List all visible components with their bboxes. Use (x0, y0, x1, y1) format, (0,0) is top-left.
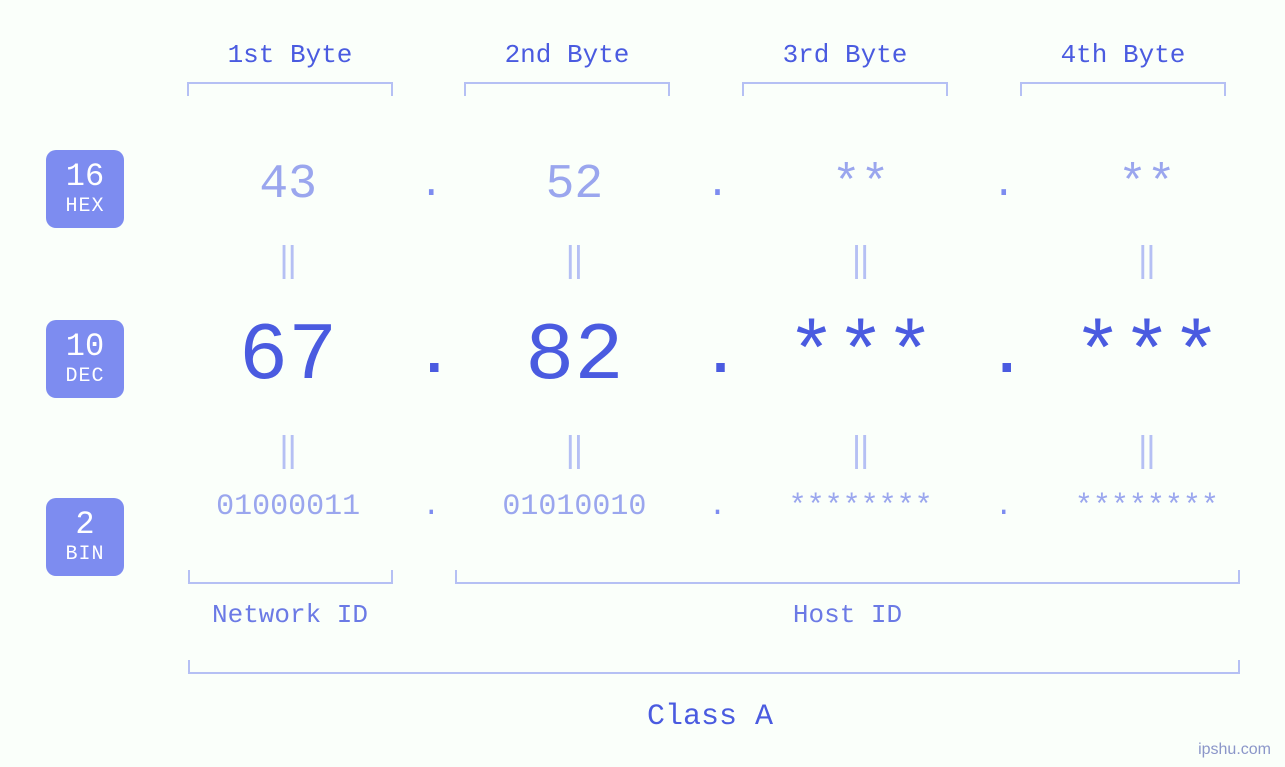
dec-byte-2: 82 (446, 310, 702, 403)
byte-label-4: 4th Byte (1008, 40, 1238, 70)
equals-row-1: ‖ ‖ ‖ ‖ (160, 240, 1275, 282)
byte-label-2: 2nd Byte (452, 40, 682, 70)
bin-byte-4: ******** (1019, 490, 1275, 524)
badge-bin-num: 2 (75, 509, 94, 541)
bin-byte-2: 01010010 (446, 490, 702, 524)
badge-dec: 10 DEC (46, 320, 124, 398)
dot-icon: . (703, 163, 733, 208)
byte-label-1: 1st Byte (175, 40, 405, 70)
badge-bin-lbl: BIN (65, 545, 104, 565)
dot-icon: . (416, 163, 446, 208)
hex-byte-2: 52 (446, 158, 702, 212)
badge-dec-lbl: DEC (65, 367, 104, 387)
top-bracket-2 (464, 82, 670, 96)
class-bracket (188, 660, 1240, 674)
equals-icon: ‖ (1019, 430, 1275, 472)
network-id-label: Network ID (175, 600, 405, 630)
badge-dec-num: 10 (66, 331, 104, 363)
class-label: Class A (175, 700, 1245, 734)
dec-byte-3: *** (733, 310, 989, 403)
equals-icon: ‖ (1019, 240, 1275, 282)
top-bracket-1 (187, 82, 393, 96)
badge-hex: 16 HEX (46, 150, 124, 228)
equals-icon: ‖ (160, 240, 416, 282)
byte-label-3: 3rd Byte (730, 40, 960, 70)
equals-icon: ‖ (733, 240, 989, 282)
bin-row: 01000011 . 01010010 . ******** . *******… (160, 490, 1275, 524)
dot-icon: . (989, 490, 1019, 524)
hex-byte-3: ** (733, 158, 989, 212)
badge-hex-lbl: HEX (65, 197, 104, 217)
dot-icon: . (416, 490, 446, 524)
watermark: ipshu.com (1198, 741, 1271, 759)
bin-byte-1: 01000011 (160, 490, 416, 524)
top-bracket-4 (1020, 82, 1226, 96)
dot-icon: . (703, 323, 733, 391)
dot-icon: . (989, 163, 1019, 208)
host-id-label: Host ID (455, 600, 1240, 630)
dec-byte-1: 67 (160, 310, 416, 403)
hex-row: 43 . 52 . ** . ** (160, 158, 1275, 212)
hex-byte-1: 43 (160, 158, 416, 212)
dec-byte-4: *** (1019, 310, 1275, 403)
badge-bin: 2 BIN (46, 498, 124, 576)
dot-icon: . (416, 323, 446, 391)
badge-hex-num: 16 (66, 161, 104, 193)
equals-icon: ‖ (733, 430, 989, 472)
equals-icon: ‖ (446, 240, 702, 282)
top-bracket-3 (742, 82, 948, 96)
hex-byte-4: ** (1019, 158, 1275, 212)
host-id-bracket (455, 570, 1240, 584)
network-id-bracket (188, 570, 393, 584)
bin-byte-3: ******** (733, 490, 989, 524)
equals-row-2: ‖ ‖ ‖ ‖ (160, 430, 1275, 472)
dot-icon: . (703, 490, 733, 524)
dot-icon: . (989, 323, 1019, 391)
equals-icon: ‖ (160, 430, 416, 472)
equals-icon: ‖ (446, 430, 702, 472)
dec-row: 67 . 82 . *** . *** (160, 310, 1275, 403)
